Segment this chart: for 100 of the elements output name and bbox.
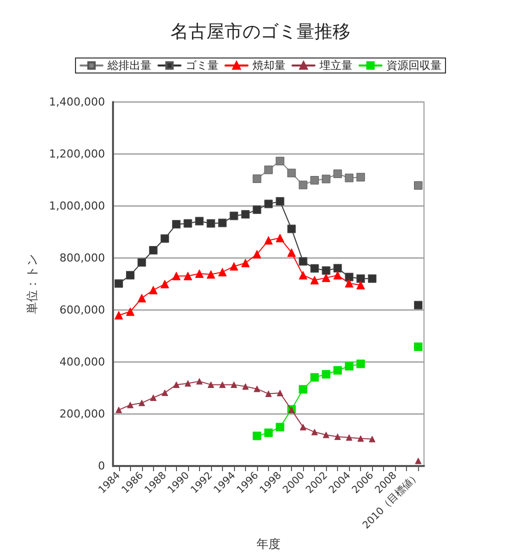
point [252, 432, 262, 440]
point [138, 400, 146, 406]
point [356, 274, 365, 283]
legend-label: ゴミ量 [186, 59, 218, 72]
point [218, 268, 227, 276]
point [344, 272, 354, 282]
point [276, 390, 284, 396]
y-tick-label: 0 [98, 460, 105, 473]
point [264, 428, 273, 438]
point [356, 280, 365, 290]
y-tick-label: 1,400,000 [49, 96, 105, 108]
point [298, 385, 308, 394]
point [414, 300, 422, 310]
point [219, 381, 226, 388]
point [346, 434, 352, 441]
point [356, 172, 365, 182]
point [172, 220, 181, 228]
point [298, 270, 308, 280]
point [206, 219, 216, 228]
point [172, 272, 181, 280]
point [333, 366, 342, 375]
point [242, 383, 249, 390]
point [298, 257, 308, 266]
point [333, 264, 342, 272]
point [310, 176, 319, 185]
point [184, 380, 192, 387]
y-tick-label: 200,000 [60, 408, 105, 421]
point [126, 307, 135, 316]
point [208, 381, 214, 388]
point [322, 174, 330, 184]
point [230, 262, 238, 271]
point [276, 156, 284, 166]
y-tick-label: 1,200,000 [49, 148, 105, 161]
point [287, 224, 296, 234]
point [310, 373, 319, 382]
point [241, 210, 250, 219]
point [126, 270, 135, 280]
point [287, 168, 296, 178]
point [356, 360, 365, 368]
point [276, 197, 284, 206]
point [114, 279, 124, 288]
point [300, 424, 306, 430]
legend-label: 焼却量 [252, 59, 286, 72]
y-tick-label: 400,000 [60, 356, 105, 369]
point [311, 428, 318, 436]
point [160, 234, 170, 243]
point [276, 422, 284, 432]
x-axis-title: 年度 [256, 537, 280, 551]
point [218, 218, 227, 228]
point [138, 258, 146, 267]
point [264, 236, 273, 245]
point [357, 435, 364, 442]
point [127, 402, 134, 408]
point [414, 181, 422, 190]
point [150, 394, 157, 401]
point [322, 274, 330, 282]
point [230, 381, 238, 388]
point [265, 390, 272, 398]
legend-label: 資源回収量 [386, 59, 442, 72]
point [162, 390, 168, 396]
point [252, 250, 262, 258]
point [160, 280, 170, 288]
point [195, 216, 204, 226]
point [264, 166, 273, 174]
point [344, 362, 354, 370]
point [310, 276, 319, 284]
point [298, 180, 308, 190]
point [310, 264, 319, 273]
chart-title: 名古屋市のゴミ量推移 [170, 22, 350, 42]
point [195, 269, 204, 278]
point [252, 205, 262, 214]
legend-label: 総排出量 [106, 59, 152, 72]
point [344, 174, 354, 182]
point [322, 370, 330, 379]
point [287, 248, 296, 257]
point [138, 294, 146, 302]
point [196, 378, 203, 385]
y-tick-label: 800,000 [60, 252, 105, 265]
point [114, 311, 124, 320]
point [322, 432, 330, 438]
point [173, 381, 180, 388]
y-tick-label: 600,000 [60, 304, 105, 317]
point [149, 286, 158, 294]
point [344, 279, 354, 288]
point [116, 406, 122, 414]
y-tick-label: 1,000,000 [49, 200, 105, 213]
point [206, 270, 216, 279]
point [184, 272, 192, 280]
point [184, 219, 192, 228]
point [368, 274, 376, 283]
point [241, 258, 250, 268]
point [333, 270, 342, 280]
point [334, 433, 341, 440]
point [414, 342, 422, 351]
point [264, 200, 273, 208]
point [333, 170, 342, 178]
legend-label: 埋立量 [318, 59, 352, 72]
y-axis-title: 単位：トン [25, 254, 40, 314]
point [414, 458, 422, 464]
point [276, 234, 284, 242]
